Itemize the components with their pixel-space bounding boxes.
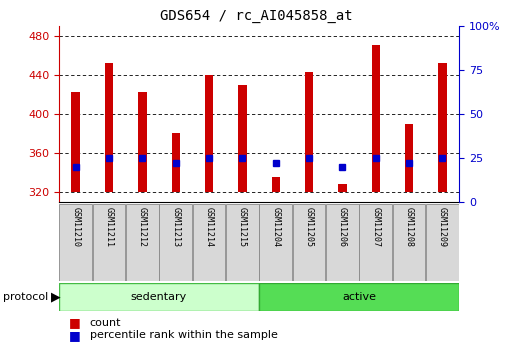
Text: protocol: protocol xyxy=(3,292,48,302)
Bar xyxy=(393,204,425,281)
Bar xyxy=(71,92,80,192)
Text: count: count xyxy=(90,318,121,327)
Text: GSM11205: GSM11205 xyxy=(305,207,313,247)
Bar xyxy=(305,72,313,192)
Text: ▶: ▶ xyxy=(51,290,60,303)
Text: sedentary: sedentary xyxy=(131,292,187,302)
Bar xyxy=(171,134,180,192)
Bar xyxy=(259,283,459,310)
Bar xyxy=(105,63,113,192)
Text: GSM11213: GSM11213 xyxy=(171,207,180,247)
Bar xyxy=(60,204,92,281)
Bar xyxy=(371,46,380,192)
Bar xyxy=(238,85,247,192)
Bar xyxy=(271,177,280,192)
Text: ■: ■ xyxy=(69,316,81,329)
Text: GSM11212: GSM11212 xyxy=(138,207,147,247)
Text: GSM11214: GSM11214 xyxy=(205,207,213,247)
Bar xyxy=(360,204,392,281)
Bar xyxy=(138,92,147,192)
Bar xyxy=(226,204,259,281)
Text: GSM11210: GSM11210 xyxy=(71,207,80,247)
Text: GDS654 / rc_AI045858_at: GDS654 / rc_AI045858_at xyxy=(160,9,353,23)
Bar xyxy=(426,204,459,281)
Text: GSM11208: GSM11208 xyxy=(405,207,413,247)
Text: GSM11206: GSM11206 xyxy=(338,207,347,247)
Bar xyxy=(126,204,159,281)
Text: GSM11207: GSM11207 xyxy=(371,207,380,247)
Bar xyxy=(93,204,125,281)
Bar xyxy=(160,204,192,281)
Bar xyxy=(205,75,213,192)
Bar xyxy=(293,204,325,281)
Text: GSM11209: GSM11209 xyxy=(438,207,447,247)
Text: percentile rank within the sample: percentile rank within the sample xyxy=(90,331,278,340)
Text: ■: ■ xyxy=(69,329,81,342)
Text: GSM11215: GSM11215 xyxy=(238,207,247,247)
Bar xyxy=(193,204,225,281)
Bar xyxy=(260,204,292,281)
Text: active: active xyxy=(342,292,376,302)
Bar xyxy=(59,283,259,310)
Bar xyxy=(405,124,413,192)
Text: GSM11204: GSM11204 xyxy=(271,207,280,247)
Bar xyxy=(338,184,347,192)
Text: GSM11211: GSM11211 xyxy=(105,207,113,247)
Bar xyxy=(438,63,447,192)
Bar xyxy=(326,204,359,281)
